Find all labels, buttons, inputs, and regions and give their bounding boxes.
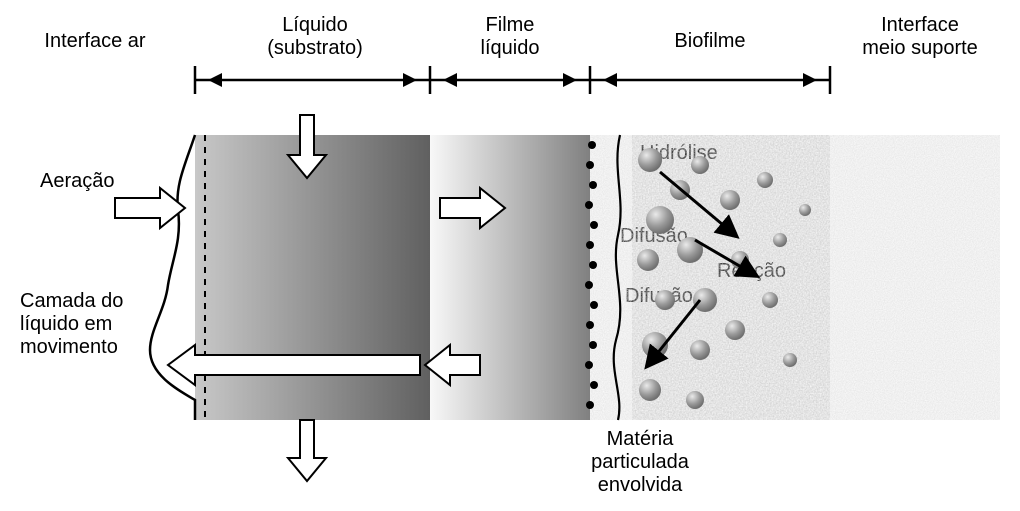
- region-band: [150, 135, 1000, 420]
- top-brackets: [195, 66, 830, 94]
- diagram-svg: [0, 0, 1020, 511]
- region-particulate: [590, 135, 632, 420]
- region-suporte: [830, 135, 1000, 420]
- arrow-aeracao: [115, 188, 185, 228]
- region-liquido: [195, 135, 430, 420]
- region-filme: [430, 135, 590, 420]
- region-biofilme: [632, 135, 830, 420]
- arrow-down-out: [288, 420, 326, 481]
